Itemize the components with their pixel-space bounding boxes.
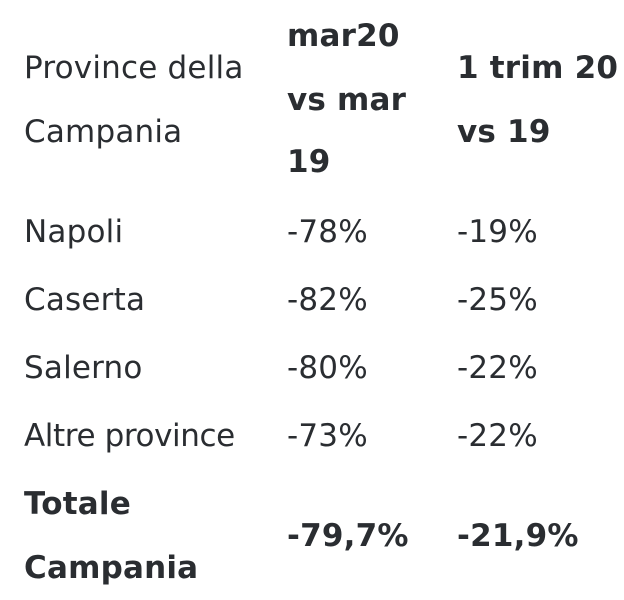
row-salerno-province: Salerno [24,350,143,386]
row-altre-trim: -22% [457,418,538,454]
row-total-trim: -21,9% [457,518,579,554]
header-province-line1: Province della [24,50,244,86]
row-napoli-mar: -78% [287,214,368,250]
row-total-label-line1: Totale [24,486,131,522]
row-caserta-mar: -82% [287,282,368,318]
row-caserta-trim: -25% [457,282,538,318]
row-napoli-province: Napoli [24,214,124,250]
row-caserta-province: Caserta [24,282,146,318]
row-altre-province: Altre province [24,418,235,454]
header-mar-line1: mar20 [287,18,400,54]
row-total-mar: -79,7% [287,518,409,554]
header-province-line2: Campania [24,114,183,150]
header-trim-line2: vs 19 [457,114,551,150]
row-salerno-trim: -22% [457,350,538,386]
header-mar-line2: vs mar [287,82,407,118]
row-salerno-mar: -80% [287,350,368,386]
header-trim-line1: 1 trim 20 [457,50,619,86]
row-napoli-trim: -19% [457,214,538,250]
row-total-label-line2: Campania [24,550,199,586]
header-mar-line3: 19 [287,144,331,180]
row-altre-mar: -73% [287,418,368,454]
